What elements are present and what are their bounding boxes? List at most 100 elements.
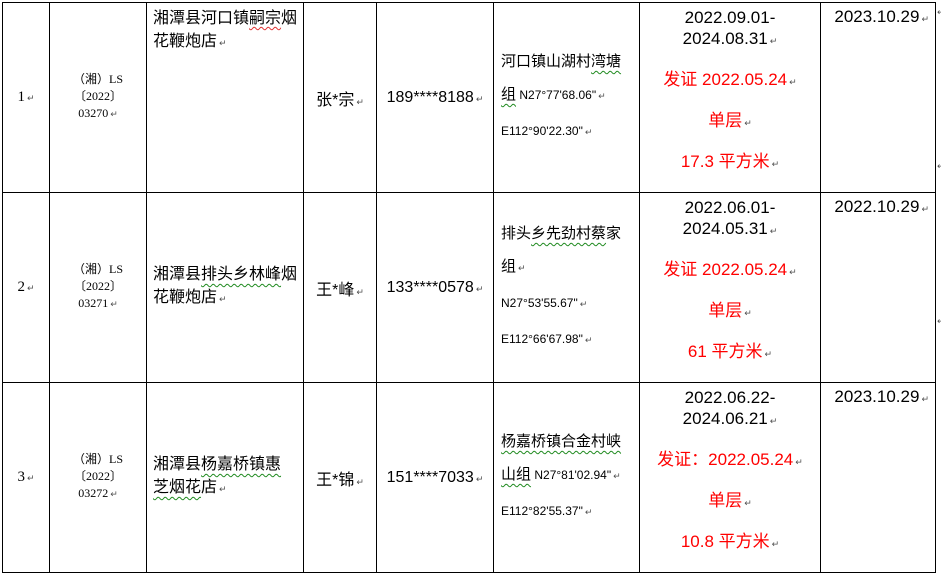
paragraph-mark-icon: ↵ xyxy=(475,284,484,295)
validity-period: 2022.06.22-2024.06.21 ↵ xyxy=(682,388,778,428)
shop-name-cell: 湘潭县排头乡林峰烟 花鞭炮店 ↵ xyxy=(146,192,304,383)
paragraph-mark-icon: ↵ xyxy=(110,110,118,120)
paragraph-mark-icon: ↵ xyxy=(26,284,35,294)
paragraph-mark-icon: ↵ xyxy=(744,499,752,509)
paragraph-mark-icon: ↵ xyxy=(789,268,797,278)
area-info: 10.8 平方米 ↵ xyxy=(680,532,780,551)
paragraph-mark-icon: ↵ xyxy=(769,417,778,427)
spellcheck-green-text: 组 xyxy=(501,86,517,103)
shop-name-text: 湘潭县河口镇 xyxy=(153,10,250,27)
table-row: 2 ↵ （湘）LS 〔2022〕 03271 ↵ 湘潭县排头乡林峰烟 花鞭炮店 ↵ 王… xyxy=(2,192,936,383)
longitude-text: E112°82'55.37" xyxy=(501,504,583,518)
publish-date-cell: 2023.10.29 ↵ xyxy=(820,2,936,193)
shop-name-text: 店 xyxy=(201,479,218,496)
paragraph-mark-icon: ↵ xyxy=(771,160,780,170)
spellcheck-green-text: 杨嘉桥镇合金村峡 xyxy=(501,433,622,450)
issue-date: 发证 2022.05.24 ↵ xyxy=(663,260,797,279)
spellcheck-green-text: 山组 xyxy=(501,466,532,483)
validity-period: 2022.09.01-2024.08.31 ↵ xyxy=(682,8,778,48)
paragraph-mark-icon: ↵ xyxy=(219,39,227,49)
license-line: 〔2022〕 xyxy=(73,279,122,293)
row-number: 3 xyxy=(17,469,25,485)
owner-name-cell: 王*峰 ↵ xyxy=(303,192,377,383)
license-line: 03270 ↵ xyxy=(78,106,118,120)
address-line: E112°66'67.98" ↵ xyxy=(501,328,637,352)
shop-name-cell: 湘潭县河口镇嗣宗烟 花鞭炮店 ↵ xyxy=(146,2,304,193)
issue-date: 发证 2022.05.24 ↵ xyxy=(663,70,797,89)
longitude-text: E112°66'67.98" xyxy=(501,332,583,346)
phone-number: 133****0578 xyxy=(386,278,474,296)
paragraph-mark-icon: ↵ xyxy=(584,128,593,138)
latitude-text: N27°77'68.06" xyxy=(516,88,597,102)
owner-name-cell: 张*宗 ↵ xyxy=(303,2,377,193)
issue-date: 发证：2022.05.24 ↵ xyxy=(657,450,803,469)
paragraph-mark-icon: ↵ xyxy=(789,78,797,88)
license-number-cell: （湘）LS 〔2022〕 03271 ↵ xyxy=(49,192,147,383)
spellcheck-green-text: 排头乡林峰 xyxy=(201,266,282,283)
area-info: 17.3 平方米 ↵ xyxy=(680,152,780,171)
latitude-text: N27°81'02.94" xyxy=(531,468,612,482)
paragraph-mark-icon: ↵ xyxy=(613,472,621,482)
paragraph-mark-icon: ↵ xyxy=(219,295,227,305)
row-number: 1 xyxy=(17,89,25,105)
table-row: 3 ↵ （湘）LS 〔2022〕 03272 ↵ 湘潭县杨嘉桥镇惠 芝烟花店 ↵ 王*… xyxy=(2,382,936,573)
publish-date-cell: 2022.10.29 ↵ xyxy=(820,192,936,383)
paragraph-mark-icon: ↵ xyxy=(475,474,484,485)
shop-name-text: 烟 xyxy=(281,10,298,27)
paragraph-mark-icon: ↵ xyxy=(744,309,752,319)
paragraph-mark-icon: ↵ xyxy=(598,92,606,102)
spellcheck-green-text: 湾塘 xyxy=(591,53,622,70)
floor-info: 单层 ↵ xyxy=(708,301,752,320)
phone-cell: 151****7033 ↵ xyxy=(376,382,494,573)
owner-name: 张*宗 xyxy=(316,91,355,109)
address-line: E112°82'55.37" ↵ xyxy=(501,500,637,524)
publish-date: 2023.10.29 xyxy=(834,7,920,26)
shop-name-cell: 湘潭县杨嘉桥镇惠 芝烟花店 ↵ xyxy=(146,382,304,573)
paragraph-mark-icon: ↵ xyxy=(764,350,773,360)
area-info: 61 平方米 ↵ xyxy=(687,342,773,361)
paragraph-mark-icon: ↵ xyxy=(475,94,484,105)
paragraph-mark-icon: ↵ xyxy=(579,300,588,310)
address-cell: 河口镇山湖村湾塘 组 N27°77'68.06" ↵ E112°90'22.30"… xyxy=(493,2,640,193)
address-line: 河口镇山湖村湾塘 xyxy=(501,53,622,70)
row-number-cell: 2 ↵ xyxy=(2,192,50,383)
address-line: 排头乡先劲村蔡家 xyxy=(501,225,622,242)
spellcheck-green-text: 乡先劲村蔡 xyxy=(531,225,607,242)
paragraph-mark-icon: ↵ xyxy=(584,508,593,518)
latitude-text: N27°53'55.67" xyxy=(501,296,578,310)
row-end-mark-icon: ↵ xyxy=(937,8,941,18)
address-line: 山组 N27°81'02.94" ↵ xyxy=(501,464,637,488)
spellcheck-green-text: 芝烟花 xyxy=(153,479,202,496)
paragraph-mark-icon: ↵ xyxy=(744,119,752,129)
license-line: 〔2022〕 xyxy=(73,469,122,483)
row-end-mark-icon: ↵ xyxy=(937,162,941,172)
paragraph-mark-icon: ↵ xyxy=(356,477,364,488)
license-number-cell: （湘）LS 〔2022〕 03270 ↵ xyxy=(49,2,147,193)
publish-date: 2023.10.29 xyxy=(834,387,920,406)
validity-cell: 2022.06.01-2024.05.31 ↵ 发证 2022.05.24 ↵ 单层… xyxy=(639,192,821,383)
phone-cell: 189****8188 ↵ xyxy=(376,2,494,193)
row-end-mark-icon: ↵ xyxy=(937,317,941,327)
address-line: 杨嘉桥镇合金村峡 xyxy=(501,431,637,452)
row-number-cell: 3 ↵ xyxy=(2,382,50,573)
paragraph-mark-icon: ↵ xyxy=(26,474,35,484)
shop-name-text: 湘潭县 xyxy=(153,456,202,473)
shop-name-text: 花鞭炮店 xyxy=(153,289,218,306)
paragraph-mark-icon: ↵ xyxy=(769,37,778,47)
paragraph-mark-icon: ↵ xyxy=(518,264,526,274)
longitude-text: E112°90'22.30" xyxy=(501,124,583,138)
shop-name-text: 花鞭炮店 xyxy=(153,33,218,50)
address-cell: 杨嘉桥镇合金村峡 山组 N27°81'02.94" ↵ E112°82'55.37… xyxy=(493,382,640,573)
license-line: 03271 ↵ xyxy=(78,296,118,310)
publish-date: 2022.10.29 xyxy=(834,197,920,216)
paragraph-mark-icon: ↵ xyxy=(26,94,35,104)
address-line: 组 N27°77'68.06" ↵ xyxy=(501,84,637,108)
license-line: 03272 ↵ xyxy=(78,486,118,500)
floor-info: 单层 ↵ xyxy=(708,111,752,130)
license-line: （湘）LS xyxy=(72,72,123,86)
paragraph-mark-icon: ↵ xyxy=(356,97,364,108)
validity-period: 2022.06.01-2024.05.31 ↵ xyxy=(682,198,778,238)
phone-number: 189****8188 xyxy=(386,88,474,106)
phone-cell: 133****0578 ↵ xyxy=(376,192,494,383)
paragraph-mark-icon: ↵ xyxy=(219,485,227,495)
